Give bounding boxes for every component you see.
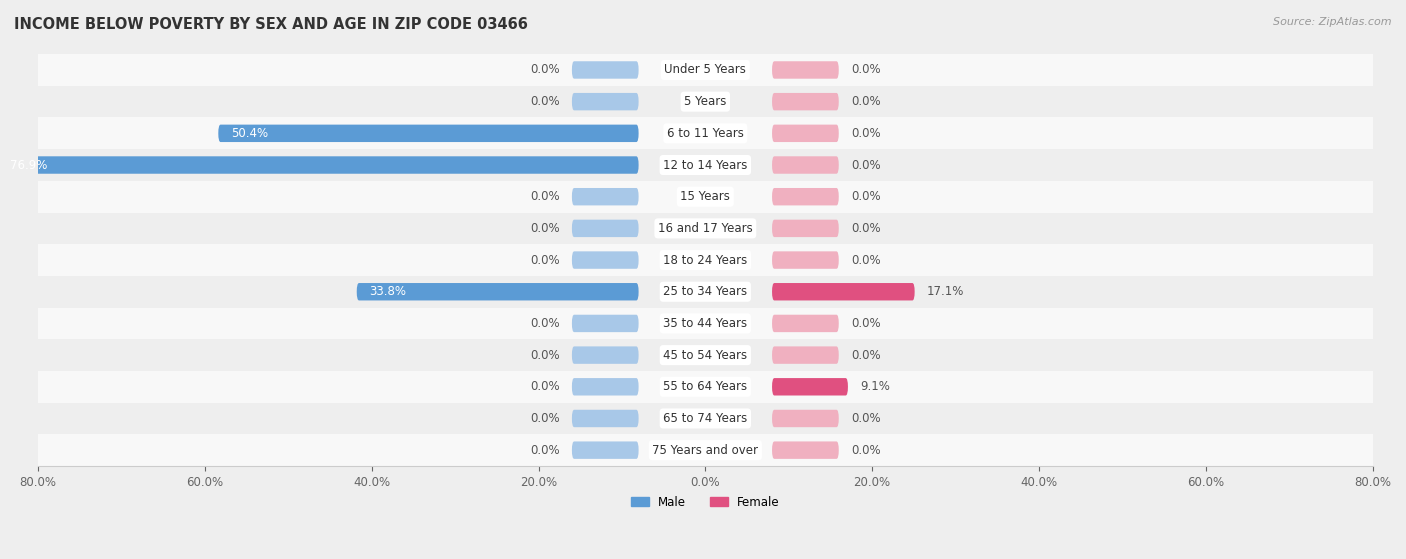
FancyBboxPatch shape: [772, 220, 839, 237]
Text: 35 to 44 Years: 35 to 44 Years: [664, 317, 748, 330]
Text: 0.0%: 0.0%: [851, 127, 882, 140]
Text: Source: ZipAtlas.com: Source: ZipAtlas.com: [1274, 17, 1392, 27]
Bar: [38, 86, 1372, 117]
FancyBboxPatch shape: [572, 61, 638, 79]
FancyBboxPatch shape: [0, 157, 638, 174]
Legend: Male, Female: Male, Female: [626, 491, 785, 514]
Text: 0.0%: 0.0%: [530, 349, 560, 362]
Bar: [38, 54, 1372, 86]
FancyBboxPatch shape: [772, 315, 839, 332]
Text: 0.0%: 0.0%: [851, 444, 882, 457]
Text: 50.4%: 50.4%: [231, 127, 269, 140]
FancyBboxPatch shape: [772, 61, 839, 79]
Bar: [38, 371, 1372, 402]
Text: 0.0%: 0.0%: [530, 412, 560, 425]
Text: INCOME BELOW POVERTY BY SEX AND AGE IN ZIP CODE 03466: INCOME BELOW POVERTY BY SEX AND AGE IN Z…: [14, 17, 527, 32]
FancyBboxPatch shape: [572, 410, 638, 427]
Text: 0.0%: 0.0%: [530, 380, 560, 394]
Text: 15 Years: 15 Years: [681, 190, 730, 203]
Text: 45 to 54 Years: 45 to 54 Years: [664, 349, 748, 362]
FancyBboxPatch shape: [572, 252, 638, 269]
FancyBboxPatch shape: [772, 252, 839, 269]
Text: 0.0%: 0.0%: [530, 222, 560, 235]
FancyBboxPatch shape: [572, 442, 638, 459]
Text: 16 and 17 Years: 16 and 17 Years: [658, 222, 752, 235]
FancyBboxPatch shape: [572, 93, 638, 110]
Bar: [38, 244, 1372, 276]
FancyBboxPatch shape: [772, 283, 915, 300]
FancyBboxPatch shape: [357, 283, 638, 300]
Text: 5 Years: 5 Years: [685, 95, 727, 108]
FancyBboxPatch shape: [572, 188, 638, 205]
Bar: [38, 117, 1372, 149]
Text: 12 to 14 Years: 12 to 14 Years: [664, 159, 748, 172]
Text: 55 to 64 Years: 55 to 64 Years: [664, 380, 748, 394]
Text: 0.0%: 0.0%: [530, 190, 560, 203]
Text: 0.0%: 0.0%: [851, 222, 882, 235]
Text: 25 to 34 Years: 25 to 34 Years: [664, 285, 748, 299]
Bar: [38, 434, 1372, 466]
Text: 76.9%: 76.9%: [10, 159, 48, 172]
Text: 33.8%: 33.8%: [370, 285, 406, 299]
Text: 18 to 24 Years: 18 to 24 Years: [664, 254, 748, 267]
Text: 6 to 11 Years: 6 to 11 Years: [666, 127, 744, 140]
Text: 0.0%: 0.0%: [530, 254, 560, 267]
FancyBboxPatch shape: [772, 378, 848, 396]
FancyBboxPatch shape: [572, 315, 638, 332]
Text: 0.0%: 0.0%: [851, 190, 882, 203]
Text: 0.0%: 0.0%: [851, 254, 882, 267]
Text: 0.0%: 0.0%: [851, 412, 882, 425]
FancyBboxPatch shape: [572, 220, 638, 237]
Bar: [38, 181, 1372, 212]
FancyBboxPatch shape: [772, 125, 839, 142]
Bar: [38, 307, 1372, 339]
Text: 0.0%: 0.0%: [530, 444, 560, 457]
Text: 0.0%: 0.0%: [851, 95, 882, 108]
Bar: [38, 339, 1372, 371]
Text: 0.0%: 0.0%: [851, 64, 882, 77]
FancyBboxPatch shape: [772, 442, 839, 459]
Text: 75 Years and over: 75 Years and over: [652, 444, 758, 457]
Text: 65 to 74 Years: 65 to 74 Years: [664, 412, 748, 425]
Text: 0.0%: 0.0%: [530, 317, 560, 330]
FancyBboxPatch shape: [572, 347, 638, 364]
FancyBboxPatch shape: [218, 125, 638, 142]
Text: 0.0%: 0.0%: [530, 64, 560, 77]
FancyBboxPatch shape: [772, 157, 839, 174]
FancyBboxPatch shape: [772, 347, 839, 364]
FancyBboxPatch shape: [572, 378, 638, 396]
Text: 0.0%: 0.0%: [851, 317, 882, 330]
Bar: [38, 149, 1372, 181]
Text: 0.0%: 0.0%: [851, 349, 882, 362]
Bar: [38, 402, 1372, 434]
Bar: [38, 276, 1372, 307]
Text: 0.0%: 0.0%: [851, 159, 882, 172]
Bar: [38, 212, 1372, 244]
Text: Under 5 Years: Under 5 Years: [665, 64, 747, 77]
Text: 17.1%: 17.1%: [927, 285, 965, 299]
FancyBboxPatch shape: [772, 188, 839, 205]
Text: 0.0%: 0.0%: [530, 95, 560, 108]
FancyBboxPatch shape: [772, 410, 839, 427]
Text: 9.1%: 9.1%: [860, 380, 890, 394]
FancyBboxPatch shape: [772, 93, 839, 110]
